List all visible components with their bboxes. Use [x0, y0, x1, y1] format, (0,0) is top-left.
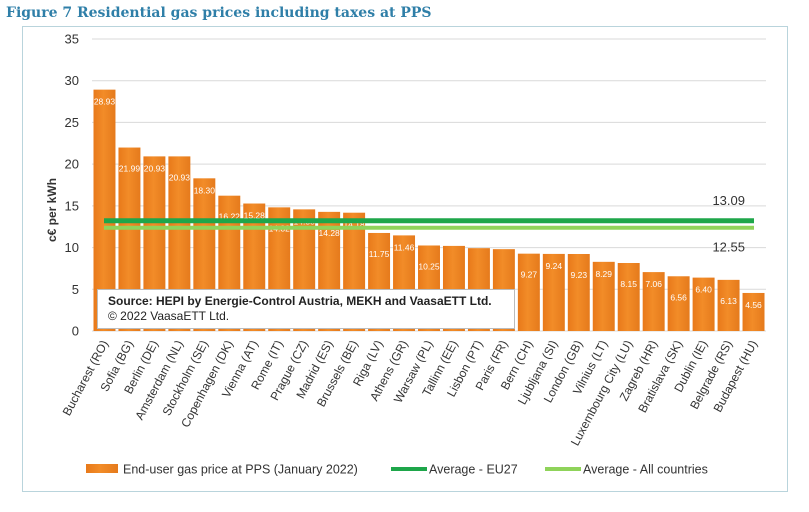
legend-swatch-bar — [86, 464, 118, 473]
y-axis-ticks: 0 5 10 15 20 25 30 35 — [65, 32, 79, 339]
data-label: 15.28 — [244, 211, 266, 221]
data-label: 7.06 — [645, 279, 662, 289]
bar — [667, 276, 690, 331]
data-label: 6.56 — [670, 292, 687, 302]
legend-entry: End-user gas price at PPS (January 2022) — [123, 463, 358, 477]
bar — [692, 277, 715, 331]
data-label: 9.27 — [521, 270, 538, 280]
y-tick-label: 0 — [72, 324, 79, 339]
reference-lines: 13.09 12.55 — [104, 193, 754, 254]
bar — [617, 263, 640, 331]
figure-title: Figure 7 Residential gas prices includin… — [6, 5, 432, 21]
data-label: 10.25 — [418, 261, 440, 271]
bar — [168, 156, 191, 331]
data-label: 4.56 — [745, 300, 762, 310]
y-tick-label: 15 — [65, 198, 79, 213]
bar — [542, 253, 565, 331]
bar — [567, 253, 590, 331]
bar — [592, 261, 615, 331]
data-label: 8.29 — [595, 269, 612, 279]
data-label: 8.15 — [620, 279, 637, 289]
data-label: 9.24 — [546, 261, 563, 271]
data-label: 14.18 — [343, 220, 365, 230]
y-tick-label: 10 — [65, 240, 79, 255]
bar — [143, 156, 166, 331]
y-tick-label: 30 — [65, 73, 79, 88]
legend-entry: Average - All countries — [583, 463, 708, 477]
y-axis-label: c€ per kWh — [45, 178, 59, 242]
bar — [93, 89, 116, 331]
data-label: 6.40 — [695, 285, 712, 295]
bar — [642, 272, 665, 331]
y-tick-label: 20 — [65, 157, 79, 172]
category-labels: Bucharest (RO)Sofia (BG)Berlin (DE)Amste… — [60, 338, 761, 448]
copyright-text: © 2022 VaasaETT Ltd. — [108, 309, 230, 323]
legend-entry: Average - EU27 — [429, 463, 518, 477]
bar — [717, 279, 740, 331]
y-tick-label: 5 — [72, 282, 79, 297]
data-label: 20.93 — [144, 163, 166, 173]
bar — [517, 253, 540, 331]
reference-line-label: 12.55 — [712, 239, 745, 254]
bar — [742, 292, 765, 331]
data-label: 18.30 — [194, 185, 216, 195]
data-label: 6.13 — [720, 296, 737, 306]
bar — [118, 147, 141, 331]
data-label: 11.75 — [369, 249, 390, 259]
data-label: 9.23 — [571, 270, 588, 280]
data-label: 11.46 — [394, 242, 415, 252]
data-label: 16.22 — [219, 212, 241, 222]
chart-frame — [22, 26, 788, 492]
data-labels: 28.9321.9920.9320.9318.3016.2215.2814.82… — [94, 97, 762, 310]
data-label: 21.99 — [119, 164, 141, 174]
data-label: 14.28 — [319, 228, 341, 238]
data-label: 28.93 — [94, 97, 116, 107]
source-box: Source: HEPI by Energie-Control Austria,… — [97, 289, 515, 329]
data-label: 20.93 — [169, 172, 191, 182]
reference-line-label: 13.09 — [712, 193, 745, 208]
y-tick-label: 35 — [65, 32, 79, 47]
legend: End-user gas price at PPS (January 2022)… — [86, 463, 708, 477]
y-tick-label: 25 — [65, 115, 79, 130]
source-text: Source: HEPI by Energie-Control Austria,… — [108, 294, 492, 308]
